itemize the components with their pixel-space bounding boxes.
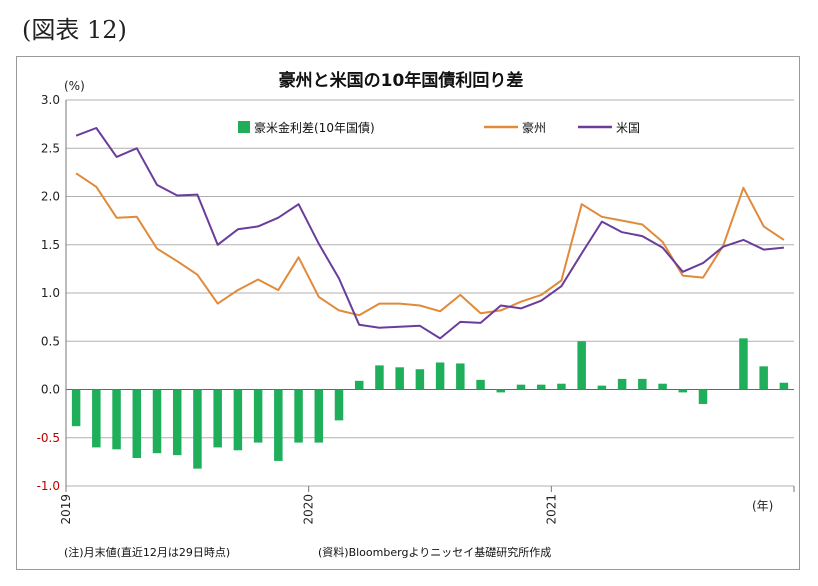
bar-spread	[759, 366, 768, 390]
bar-spread	[658, 383, 667, 390]
bar-spread	[375, 365, 384, 390]
bar-spread	[314, 389, 324, 443]
bar-spread	[132, 389, 142, 459]
grid-lines	[65, 99, 794, 487]
bar-spread	[294, 389, 303, 443]
x-axis: 2019 2020 2021	[59, 486, 795, 525]
y-tick-label: -1.0	[37, 479, 60, 493]
bar-spread	[617, 378, 627, 390]
line-us	[75, 127, 784, 340]
x-tick-label: 2019	[59, 494, 73, 525]
bar-spread	[597, 385, 607, 390]
y-tick-label: 2.0	[41, 190, 60, 204]
bar-spread	[638, 378, 647, 390]
legend-label-spread: 豪米金利差(10年国債)	[254, 120, 375, 135]
x-axis-label: (年)	[752, 499, 773, 513]
y-tick-label: 0.5	[41, 334, 60, 348]
bar-spread	[354, 380, 364, 390]
bar-spread	[152, 389, 162, 454]
bar-spread	[456, 363, 465, 390]
bar-spread	[395, 367, 404, 390]
bar-spread	[698, 389, 708, 404]
legend-label-australia: 豪州	[522, 120, 546, 135]
bar-spread	[233, 389, 243, 451]
line-series	[75, 127, 785, 340]
footer-source: (資料)Bloombergよりニッセイ基礎研究所作成	[318, 545, 551, 559]
y-tick-label: -0.5	[37, 431, 60, 445]
bar-spread	[739, 338, 748, 390]
chart-frame	[16, 56, 800, 570]
bar-spread	[779, 382, 789, 390]
legend-label-us: 米国	[616, 121, 640, 135]
y-tick-label: 2.5	[41, 141, 60, 155]
footer-note: (注)月末値(直近12月は29日時点)	[64, 545, 230, 559]
chart-title: 豪州と米国の10年国債利回り差	[279, 70, 524, 91]
bar-spread	[253, 389, 263, 443]
bar-spread	[334, 389, 344, 421]
x-tick-label: 2020	[302, 494, 316, 525]
bar-spread	[172, 389, 182, 456]
bar-spread	[213, 389, 222, 448]
bar-series	[71, 338, 789, 469]
figure-label: (図表 12)	[22, 16, 127, 44]
x-tick-label: 2021	[544, 494, 558, 525]
bar-spread	[274, 389, 283, 461]
bar-spread	[92, 389, 101, 448]
bar-spread	[678, 389, 688, 393]
bar-spread	[476, 379, 485, 390]
bar-spread	[516, 384, 526, 390]
bar-spread	[496, 389, 506, 393]
y-axis-label: (%)	[64, 79, 85, 93]
line-australia	[75, 172, 785, 317]
bar-spread	[193, 389, 202, 469]
bar-spread	[71, 389, 81, 427]
bar-spread	[557, 383, 566, 390]
y-tick-label: 0.0	[41, 383, 60, 397]
bar-spread	[415, 369, 425, 390]
legend-swatch-spread	[238, 121, 250, 133]
bar-spread	[577, 341, 586, 390]
bar-spread	[435, 362, 445, 390]
bar-spread	[536, 384, 546, 390]
bar-spread	[112, 389, 121, 450]
y-tick-label: 1.0	[41, 286, 60, 300]
y-tick-label: 1.5	[41, 238, 60, 252]
y-tick-label: 3.0	[41, 93, 60, 107]
y-tick-labels: 3.0 2.5 2.0 1.5 1.0 0.5 0.0 -0.5 -1.0	[37, 93, 60, 493]
legend: 豪米金利差(10年国債) 豪州 米国	[238, 120, 640, 135]
